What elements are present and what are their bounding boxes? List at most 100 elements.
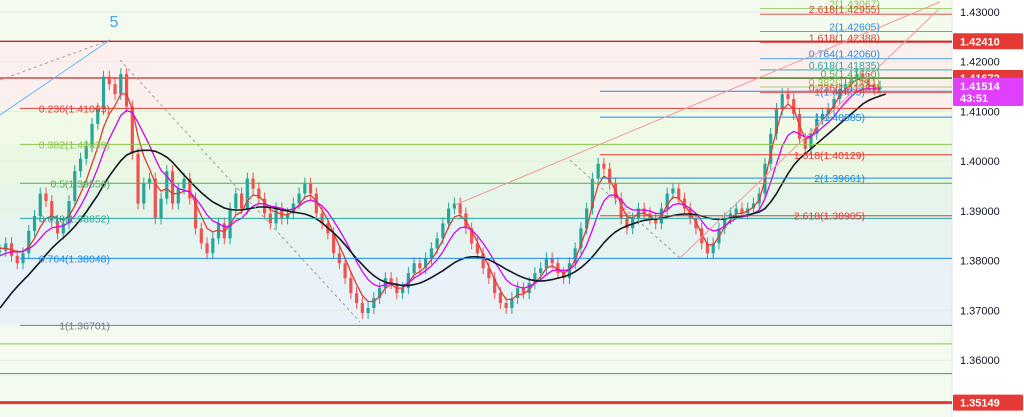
candle-body bbox=[734, 208, 738, 214]
candle-body bbox=[608, 168, 612, 184]
candle-body bbox=[493, 278, 497, 294]
y-tick-label: 1.37000 bbox=[960, 305, 1000, 317]
price-tag bbox=[953, 90, 1023, 107]
candle-body bbox=[159, 198, 163, 219]
candle-body bbox=[866, 79, 871, 85]
ma-black-line bbox=[0, 93, 887, 309]
candle-body bbox=[441, 223, 445, 239]
candle-body bbox=[205, 243, 209, 254]
candle-body bbox=[452, 203, 456, 209]
candle-body bbox=[331, 233, 336, 254]
candle-body bbox=[280, 208, 284, 219]
candle-body bbox=[872, 84, 876, 90]
fib-retracement-label: 0.382(1.40339) bbox=[39, 139, 110, 151]
candle-body bbox=[165, 171, 169, 199]
candle-body bbox=[562, 273, 566, 279]
wave-label: 5 bbox=[110, 14, 119, 31]
y-tick-label: 1.38000 bbox=[960, 256, 1000, 268]
candle-body bbox=[67, 201, 71, 224]
trend-line bbox=[679, 7, 941, 259]
candle-body bbox=[193, 198, 198, 229]
fib-zone-band bbox=[0, 258, 952, 326]
candle-body bbox=[723, 218, 727, 229]
candle-body bbox=[124, 74, 129, 107]
candle-body bbox=[38, 193, 42, 216]
fib-extension-label: 2(1.39661) bbox=[814, 173, 865, 185]
candle-body bbox=[360, 303, 364, 313]
candle-body bbox=[366, 308, 370, 313]
candle-body bbox=[849, 79, 853, 85]
candle-body bbox=[705, 243, 710, 254]
fib-cluster-label: 0.618(1.41835) bbox=[809, 60, 880, 72]
y-tick-label: 1.41000 bbox=[960, 106, 1000, 118]
y-tick-label: 1.39000 bbox=[960, 206, 1000, 218]
candle-body bbox=[838, 89, 842, 100]
candle-body bbox=[418, 263, 422, 269]
candle-body bbox=[447, 208, 451, 224]
candle-body bbox=[498, 293, 502, 304]
candle-body bbox=[234, 193, 238, 209]
candle-body bbox=[349, 278, 353, 294]
fib-cluster-label: 2.618(1.42955) bbox=[809, 4, 880, 16]
fib-cluster-label: 0.236(1.41381) bbox=[809, 83, 880, 95]
wave-path-line bbox=[569, 159, 681, 259]
candle-body bbox=[470, 228, 474, 244]
candle-body bbox=[389, 278, 393, 284]
candle-body bbox=[700, 228, 704, 244]
candle-body bbox=[32, 215, 37, 231]
fib-retracement-label: 0.5(1.39556) bbox=[50, 178, 110, 190]
price-tag-label: 1.41514 bbox=[960, 81, 1001, 93]
candle-body bbox=[383, 278, 387, 289]
candle-body bbox=[809, 133, 813, 149]
candle-body bbox=[188, 178, 192, 199]
candle-body bbox=[780, 94, 784, 109]
candle-body bbox=[176, 188, 180, 204]
candle-body bbox=[27, 230, 31, 254]
candle-body bbox=[96, 108, 100, 124]
candle-body bbox=[239, 193, 244, 209]
wave-path-line bbox=[0, 39, 111, 81]
candle-body bbox=[50, 201, 54, 221]
fib-cluster-label: 0.382(1.41491) bbox=[809, 77, 880, 89]
candle-body bbox=[602, 163, 606, 169]
candle-body bbox=[119, 74, 123, 95]
candle-body bbox=[78, 158, 83, 172]
fib-cluster-label: 1.618(1.42388) bbox=[809, 32, 880, 44]
fib-cluster-label: 2(1.42605) bbox=[829, 22, 880, 34]
candle-body bbox=[435, 238, 439, 249]
candle-body bbox=[527, 283, 531, 294]
candle-body bbox=[113, 84, 117, 95]
candle-body bbox=[567, 263, 572, 279]
candle-body bbox=[429, 248, 433, 259]
fib-retracement-label: 0.764(1.38048) bbox=[39, 253, 110, 265]
trend-line bbox=[0, 39, 111, 116]
candle-body bbox=[682, 198, 687, 209]
candle-body bbox=[136, 153, 140, 204]
y-tick-label: 1.40000 bbox=[960, 156, 1000, 168]
fib-zone-band bbox=[0, 108, 952, 145]
candle-body bbox=[774, 108, 779, 134]
candle-body bbox=[769, 133, 773, 164]
candle-body bbox=[550, 258, 554, 264]
candle-body bbox=[711, 243, 715, 254]
candle-body bbox=[153, 178, 157, 219]
candle-body bbox=[424, 258, 428, 269]
candle-body bbox=[820, 113, 825, 119]
y-tick-label: 1.42000 bbox=[960, 57, 1000, 69]
candle-body bbox=[642, 208, 646, 214]
price-tag-label: 1.42410 bbox=[960, 36, 1000, 48]
y-tick-label: 1.43000 bbox=[960, 7, 1000, 19]
candle-body bbox=[101, 76, 106, 109]
candle-body bbox=[303, 183, 307, 194]
candle-body bbox=[147, 178, 152, 184]
candle-body bbox=[406, 273, 410, 289]
candle-body bbox=[84, 146, 88, 159]
candle-body bbox=[590, 178, 595, 209]
candle-body bbox=[855, 74, 859, 80]
candle-body bbox=[803, 138, 807, 149]
price-tag bbox=[953, 77, 1023, 94]
candle-body bbox=[665, 193, 669, 209]
fib-zone-band bbox=[0, 144, 952, 184]
fib-zone-band bbox=[0, 183, 952, 219]
